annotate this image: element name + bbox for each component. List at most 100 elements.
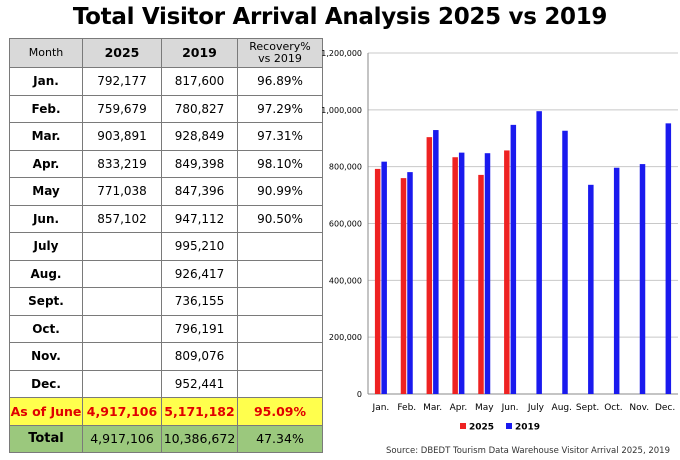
x-tick-label: Jan. [372,403,390,413]
value-cell: 928,849 [161,122,238,151]
bar-2025 [504,150,510,394]
value-cell: 771,038 [82,177,162,206]
value-cell [82,287,162,316]
table-row: Oct. 796,191 [9,314,323,343]
table-row: Jun. 857,102 947,112 90.50% [9,204,323,233]
bar-2019 [381,161,387,394]
month-cell: Dec. [9,369,83,398]
header-cell: Recovery% vs 2019 [237,38,323,68]
value-cell: 849,398 [161,149,238,178]
value-cell [82,342,162,371]
bar-2019 [433,130,439,395]
x-tick-label: Mar. [423,403,442,413]
month-cell: Aug. [9,259,83,288]
month-cell: May [9,177,83,206]
value-cell: 98.10% [237,149,323,178]
table-row: Apr. 833,219 849,398 98.10% [9,149,323,178]
value-cell [82,314,162,343]
value-cell: 847,396 [161,177,238,206]
month-cell: Sept. [9,287,83,316]
month-cell: Feb. [9,94,83,123]
value-cell: 833,219 [82,149,162,178]
legend-swatch [506,423,512,429]
month-cell: Mar. [9,122,83,151]
legend-swatch [460,423,466,429]
header-cell: 2019 [161,38,238,68]
value-cell: 857,102 [82,204,162,233]
bar-2019 [562,130,568,394]
bar-2019 [639,164,646,394]
month-cell: July [9,232,83,261]
y-tick-label: 600,000 [329,220,362,229]
y-tick-label: 0 [357,390,362,399]
y-tick-label: 200,000 [329,333,362,342]
x-tick-label: Apr. [450,403,468,413]
month-cell: Nov. [9,342,83,371]
legend-label: 2025 [469,423,494,433]
bar-2019 [588,184,594,394]
x-tick-label: Aug. [552,403,572,413]
value-cell: 792,177 [82,67,162,96]
table-row: Mar. 903,891 928,849 97.31% [9,122,323,151]
bar-2019 [613,167,620,394]
x-tick-label: Oct. [604,403,622,413]
value-cell [82,369,162,398]
bar-2019 [458,152,465,394]
value-cell: 947,112 [161,204,238,233]
bar-2019 [510,124,517,395]
value-cell: 90.50% [237,204,323,233]
y-tick-label: 1,200,000 [321,49,362,58]
bar-2019 [407,172,413,394]
value-cell [82,259,162,288]
source-note: Source: DBEDT Tourism Data Warehouse Vis… [386,446,670,456]
bar-2025 [426,137,433,394]
table-row: Aug. 926,417 [9,259,323,288]
month-cell: Jun. [9,204,83,233]
bar-2025 [400,178,407,394]
bar-2025 [452,157,458,394]
y-tick-label: 400,000 [329,276,362,285]
x-tick-label: May [475,403,494,413]
value-cell: 95.09% [237,397,323,426]
value-cell: 796,191 [161,314,238,343]
x-tick-label: Sept. [576,403,599,413]
table-row: Jan. 792,177 817,600 96.89% [9,67,323,96]
header-cell: 2025 [82,38,162,68]
value-cell: 96.89% [237,67,323,96]
y-tick-label: 800,000 [329,163,362,172]
month-cell: Oct. [9,314,83,343]
value-cell: 926,417 [161,259,238,288]
bar-2019 [536,111,542,394]
value-cell: 10,386,672 [161,424,238,453]
as-of-june-row: As of June 4,917,106 5,171,182 95.09% [9,397,323,426]
y-tick-label: 1,000,000 [321,106,362,115]
bar-2025 [478,174,484,394]
table-body: Jan. 792,177 817,600 96.89% Feb. 759,679 780,8… [9,67,323,453]
month-cell: Apr. [9,149,83,178]
value-cell: 47.34% [237,424,323,453]
total-row: Total 4,917,106 10,386,672 47.34% [9,424,323,453]
legend-label: 2019 [515,423,540,433]
x-tick-label: Feb. [397,403,416,413]
table-row: Nov. 809,076 [9,342,323,371]
page-title: Total Visitor Arrival Analysis 2025 vs 2… [72,4,608,30]
month-cell: As of June [9,397,83,426]
table-row: Feb. 759,679 780,827 97.29% [9,94,323,123]
month-cell: Total [9,424,83,453]
x-tick-label: Dec. [655,403,675,413]
value-cell: 809,076 [161,342,238,371]
value-cell: 4,917,106 [82,397,162,426]
bar-chart: 0 200,000 400,000 600,000 800,000 1,000,000 1,… [321,49,678,433]
value-cell: 903,891 [82,122,162,151]
table-row: Dec. 952,441 [9,369,323,398]
value-cell [82,232,162,261]
table-header-row: Month 2025 2019 Recovery% vs 2019 [9,38,323,68]
value-cell: 90.99% [237,177,323,206]
header-cell: Month [9,38,83,68]
value-cell: 817,600 [161,67,238,96]
value-cell: 97.31% [237,122,323,151]
x-tick-label: July [527,403,545,413]
bar-2025 [374,168,381,394]
value-cell: 5,171,182 [161,397,238,426]
value-cell: 4,917,106 [82,424,162,453]
